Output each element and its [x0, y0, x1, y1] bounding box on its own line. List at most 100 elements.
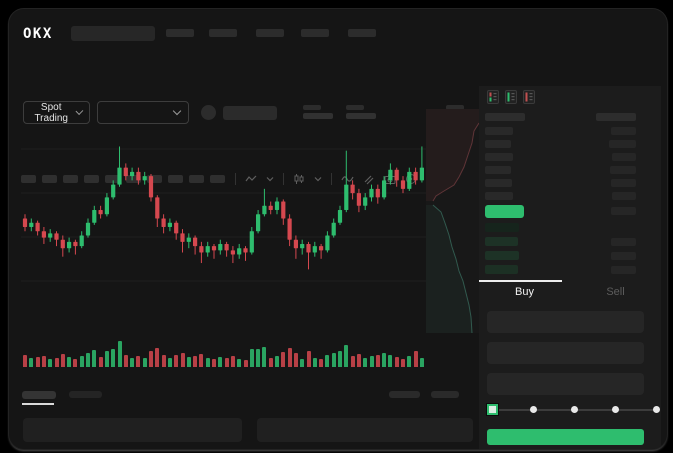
total-input[interactable]	[487, 373, 644, 395]
bottom-tab-active[interactable]	[22, 391, 56, 399]
bottom-input-right[interactable]	[257, 418, 473, 442]
bottom-input-left[interactable]	[23, 418, 242, 442]
amount-input[interactable]	[487, 342, 644, 364]
tab-buy[interactable]: Buy	[479, 283, 570, 301]
ask-row[interactable]	[479, 179, 661, 188]
volume-bar	[161, 355, 166, 367]
volume-bar	[111, 349, 116, 367]
ask-row[interactable]	[479, 166, 661, 175]
last-price-bar[interactable]	[485, 205, 524, 218]
bid-row[interactable]	[479, 237, 661, 247]
volume-bar	[375, 355, 380, 367]
timeframe-pill[interactable]	[84, 175, 99, 183]
volume-bar	[67, 357, 72, 367]
tab-sell[interactable]: Sell	[570, 283, 661, 301]
volume-bar	[344, 345, 349, 367]
ask-amount-bar	[611, 179, 636, 187]
candle-type-icon[interactable]	[293, 173, 305, 185]
pair-mode-label: Spot Trading	[34, 101, 68, 124]
divider	[331, 173, 332, 185]
volume-bar	[180, 353, 185, 367]
buy-submit-button[interactable]	[487, 429, 644, 445]
pair-mode-dropdown[interactable]: Spot Trading	[23, 101, 90, 124]
volume-bar	[104, 351, 109, 367]
timeframe-pill[interactable]	[21, 175, 36, 183]
volume-bar	[306, 351, 311, 367]
volume-bar	[130, 358, 135, 367]
ticker-stat-group	[346, 105, 378, 121]
ask-amount-bar	[609, 140, 636, 148]
ask-price-bar	[485, 140, 511, 148]
volume-bar	[224, 358, 229, 367]
stat-value	[346, 113, 376, 119]
slider-stop-dot[interactable]	[571, 406, 578, 413]
bid-price-bar	[485, 237, 518, 246]
slider-handle[interactable]	[486, 403, 499, 416]
bid-price-bar	[485, 265, 518, 274]
okx-logo[interactable]: OKX	[23, 26, 53, 42]
price-input[interactable]	[487, 311, 644, 333]
orderbook-split-icon[interactable]	[487, 90, 499, 104]
ask-price-bar	[485, 166, 511, 174]
volume-bar	[155, 348, 160, 367]
active-tab-indicator	[479, 280, 562, 282]
nav-item[interactable]	[166, 29, 194, 37]
candlestick-chart[interactable]	[21, 111, 426, 335]
stat-label	[446, 105, 464, 110]
ask-row[interactable]	[479, 127, 661, 136]
slider-stop-dot[interactable]	[653, 406, 660, 413]
bottom-action-pill[interactable]	[431, 391, 459, 398]
nav-item[interactable]	[348, 29, 376, 37]
volume-bar	[35, 357, 40, 367]
volume-bar	[60, 354, 65, 367]
volume-pane	[21, 337, 426, 367]
book-header-price	[485, 113, 525, 121]
pair-select[interactable]	[97, 101, 189, 124]
nav-item[interactable]	[209, 29, 237, 37]
timeframe-pill[interactable]	[126, 175, 141, 183]
ask-row[interactable]	[479, 192, 661, 201]
slider-stop-dot[interactable]	[530, 406, 537, 413]
timeframe-pill[interactable]	[168, 175, 183, 183]
orderbook-bids-icon[interactable]	[505, 90, 517, 104]
timeframe-pill[interactable]	[42, 175, 57, 183]
bottom-tab[interactable]	[69, 391, 102, 398]
ask-amount-bar	[612, 192, 636, 200]
amount-slider[interactable]	[479, 400, 661, 418]
volume-bar	[212, 359, 216, 367]
volume-bar	[319, 359, 324, 367]
navbar: OKX	[9, 9, 667, 53]
compare-lines-icon[interactable]	[363, 173, 375, 185]
timeframe-pill[interactable]	[63, 175, 78, 183]
ask-price-bar	[485, 192, 513, 200]
zigzag-line-icon[interactable]	[245, 173, 257, 185]
divider	[283, 173, 284, 185]
bid-row[interactable]	[479, 223, 661, 233]
volume-bar	[338, 351, 342, 367]
volume-bar	[312, 358, 317, 367]
volume-bar	[356, 354, 361, 367]
volume-bar	[48, 359, 53, 367]
nav-item[interactable]	[256, 29, 284, 37]
bottom-action-pill[interactable]	[389, 391, 420, 398]
chevron-down-icon[interactable]	[266, 175, 274, 183]
timeframe-pill[interactable]	[210, 175, 225, 183]
nav-item[interactable]	[301, 29, 329, 37]
bid-row[interactable]	[479, 265, 661, 275]
slider-stop-dot[interactable]	[612, 406, 619, 413]
pair-logo-avatar[interactable]	[201, 105, 216, 120]
chevron-down-icon[interactable]	[314, 175, 322, 183]
bid-row[interactable]	[479, 251, 661, 261]
timeframe-pill[interactable]	[147, 175, 162, 183]
ask-row[interactable]	[479, 140, 661, 149]
ask-row[interactable]	[479, 153, 661, 162]
volume-bar	[281, 352, 286, 367]
orderbook-asks-icon[interactable]	[523, 90, 535, 104]
timeframe-pill[interactable]	[105, 175, 120, 183]
volume-bar	[174, 355, 179, 367]
indicator-wave-icon[interactable]	[341, 173, 354, 185]
timeframe-pill[interactable]	[189, 175, 204, 183]
pair-name-pill[interactable]	[223, 106, 277, 120]
volume-bar	[407, 356, 412, 367]
search-input[interactable]	[71, 26, 155, 41]
